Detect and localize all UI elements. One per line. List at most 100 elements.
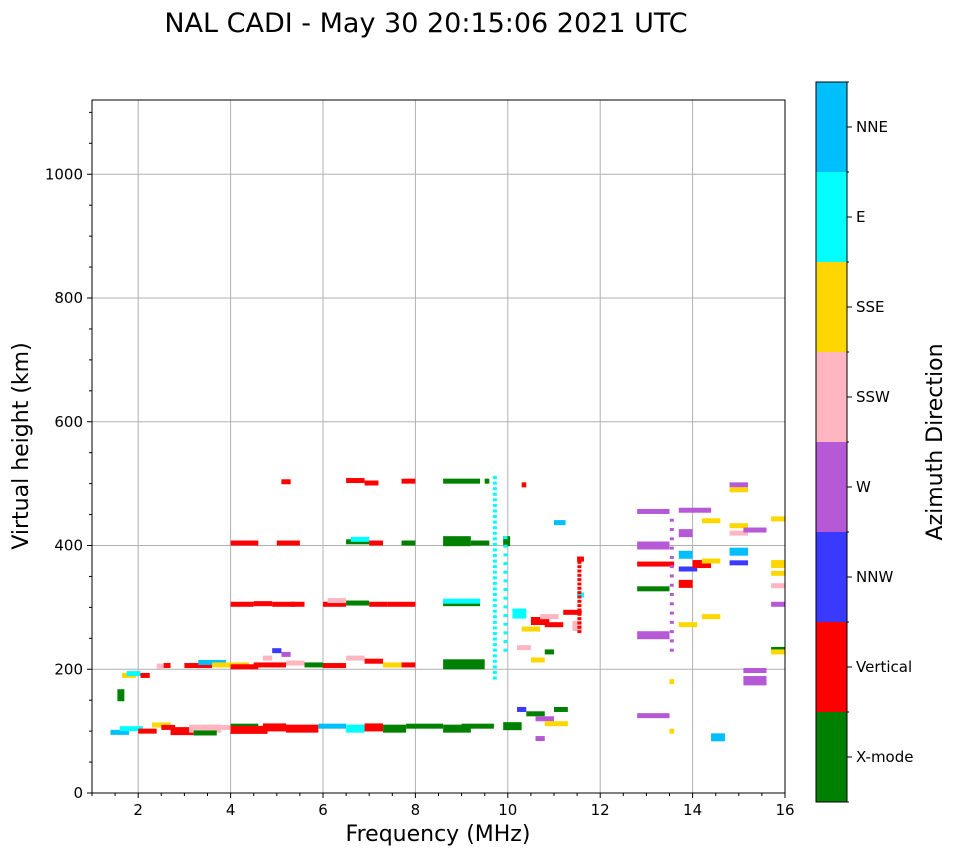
azimuth-colorbar: X-mode Vertical NNW W SSW SSE E NNE — [815, 81, 913, 803]
echo-point — [692, 560, 712, 569]
echo-point — [323, 663, 347, 669]
echo-point — [771, 601, 785, 607]
colorbar-tick-label: NNW — [856, 568, 893, 586]
echo-point — [577, 625, 582, 629]
x-axis-label: Frequency (MHz) — [346, 822, 531, 847]
x-tick-label: 12 — [591, 801, 610, 819]
colorbar-tick-label: NNE — [856, 118, 888, 136]
echo-point — [637, 541, 670, 550]
colorbar-segment — [816, 82, 847, 172]
echo-point — [503, 553, 508, 557]
echo-point — [535, 736, 545, 742]
echo-point — [492, 498, 497, 502]
y-tick-label: 0 — [73, 784, 83, 802]
plot-background — [92, 100, 785, 793]
echo-point — [364, 723, 384, 732]
x-tick-label: 4 — [226, 801, 236, 819]
echo-point — [701, 614, 721, 620]
echo-point — [669, 630, 674, 634]
y-tick-label: 800 — [54, 289, 83, 307]
echo-point — [503, 544, 508, 548]
echo-point — [492, 548, 497, 552]
echo-point — [503, 562, 508, 566]
echo-point — [364, 480, 379, 486]
echo-point — [771, 570, 785, 576]
echo-point — [503, 640, 508, 644]
echo-point — [637, 631, 670, 640]
echo-point — [156, 663, 164, 669]
echo-point — [117, 689, 125, 702]
echo-point — [492, 659, 497, 663]
echo-point — [669, 546, 674, 550]
echo-point — [577, 621, 582, 625]
echo-point — [443, 598, 481, 604]
echo-point — [743, 680, 767, 686]
echo-point — [492, 520, 497, 524]
echo-point — [230, 664, 259, 670]
echo-point — [492, 581, 497, 585]
colorbar-tick-label: SSE — [856, 298, 885, 316]
colorbar-segment — [816, 532, 847, 622]
echo-point — [163, 663, 171, 669]
echo-point — [492, 515, 497, 519]
echo-point — [577, 573, 582, 577]
echo-point — [346, 724, 365, 733]
echo-point — [521, 626, 541, 632]
echo-point — [669, 565, 674, 569]
echo-point — [678, 622, 698, 628]
echo-point — [327, 598, 347, 604]
echo-point — [678, 579, 693, 588]
echo-point — [492, 554, 497, 558]
echo-point — [383, 724, 407, 733]
echo-point — [554, 706, 568, 712]
echo-point — [401, 478, 416, 484]
echo-point — [577, 612, 582, 616]
echo-point — [678, 550, 693, 559]
echo-point — [401, 540, 416, 546]
grid-lines — [92, 100, 785, 793]
echo-point — [492, 481, 497, 485]
y-tick-label: 1000 — [45, 165, 83, 183]
echo-point — [253, 601, 273, 607]
echo-point — [669, 574, 674, 578]
echo-point — [554, 520, 566, 526]
echo-point — [262, 723, 287, 732]
echo-point — [119, 726, 143, 732]
echo-point — [492, 570, 497, 574]
x-tick-label: 10 — [498, 801, 517, 819]
echo-point — [503, 570, 508, 574]
x-tick-label: 8 — [411, 801, 421, 819]
echo-point — [637, 508, 670, 514]
echo-point — [743, 676, 767, 682]
echo-point — [729, 560, 749, 566]
echo-point — [281, 479, 291, 485]
echo-point — [492, 487, 497, 491]
echo-point — [492, 576, 497, 580]
echo-point — [729, 487, 749, 493]
echo-point — [492, 537, 497, 541]
echo-point — [669, 639, 674, 643]
echo-point — [503, 596, 508, 600]
echo-point — [577, 592, 585, 598]
echo-point — [276, 540, 300, 546]
echo-point — [443, 659, 485, 670]
y-axis-label: Virtual height (km) — [9, 342, 34, 549]
echo-point — [743, 667, 767, 673]
echo-point — [530, 616, 550, 625]
echo-point — [304, 662, 323, 668]
colorbar-segment — [816, 712, 847, 802]
colorbar-segment — [816, 352, 847, 442]
echo-point — [577, 560, 582, 564]
echo-point — [521, 482, 527, 488]
echo-point — [364, 658, 384, 664]
echo-point — [212, 662, 250, 668]
echo-point — [492, 503, 497, 507]
echo-point — [544, 721, 568, 727]
colorbar-tick-label: X-mode — [856, 748, 913, 766]
echo-point — [678, 529, 693, 538]
echo-point — [526, 711, 545, 717]
colorbar-tick-label: W — [856, 478, 871, 496]
echo-point — [184, 663, 213, 669]
y-tick-label: 400 — [54, 537, 83, 555]
echo-point — [272, 601, 296, 607]
